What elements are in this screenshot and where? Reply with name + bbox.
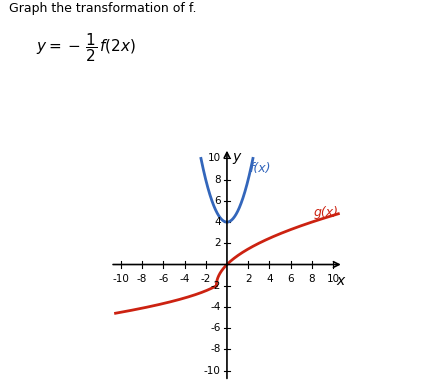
Text: 8: 8	[308, 274, 315, 284]
Text: 4: 4	[266, 274, 273, 284]
Text: 6: 6	[287, 274, 294, 284]
Text: 4: 4	[214, 217, 221, 227]
Text: 6: 6	[214, 196, 221, 206]
Text: -6: -6	[158, 274, 169, 284]
Text: 10: 10	[327, 274, 340, 284]
Text: f(x): f(x)	[249, 162, 271, 175]
Text: -6: -6	[210, 323, 221, 333]
Text: -10: -10	[113, 274, 129, 284]
Text: -2: -2	[201, 274, 211, 284]
Text: $y = -\,\dfrac{1}{2}\,f(2x)$: $y = -\,\dfrac{1}{2}\,f(2x)$	[36, 31, 136, 64]
Text: -8: -8	[137, 274, 147, 284]
Text: -4: -4	[210, 302, 221, 312]
Text: x: x	[336, 274, 344, 288]
Text: g(x): g(x)	[314, 206, 339, 219]
Text: 8: 8	[214, 175, 221, 185]
Text: y: y	[232, 150, 240, 164]
Text: Graph the transformation of f.: Graph the transformation of f.	[9, 2, 196, 15]
Text: 2: 2	[214, 238, 221, 248]
Text: -8: -8	[210, 344, 221, 354]
Text: 2: 2	[245, 274, 251, 284]
Text: -4: -4	[179, 274, 190, 284]
Text: -10: -10	[204, 366, 221, 376]
Text: 10: 10	[207, 153, 221, 163]
Text: -2: -2	[210, 281, 221, 291]
